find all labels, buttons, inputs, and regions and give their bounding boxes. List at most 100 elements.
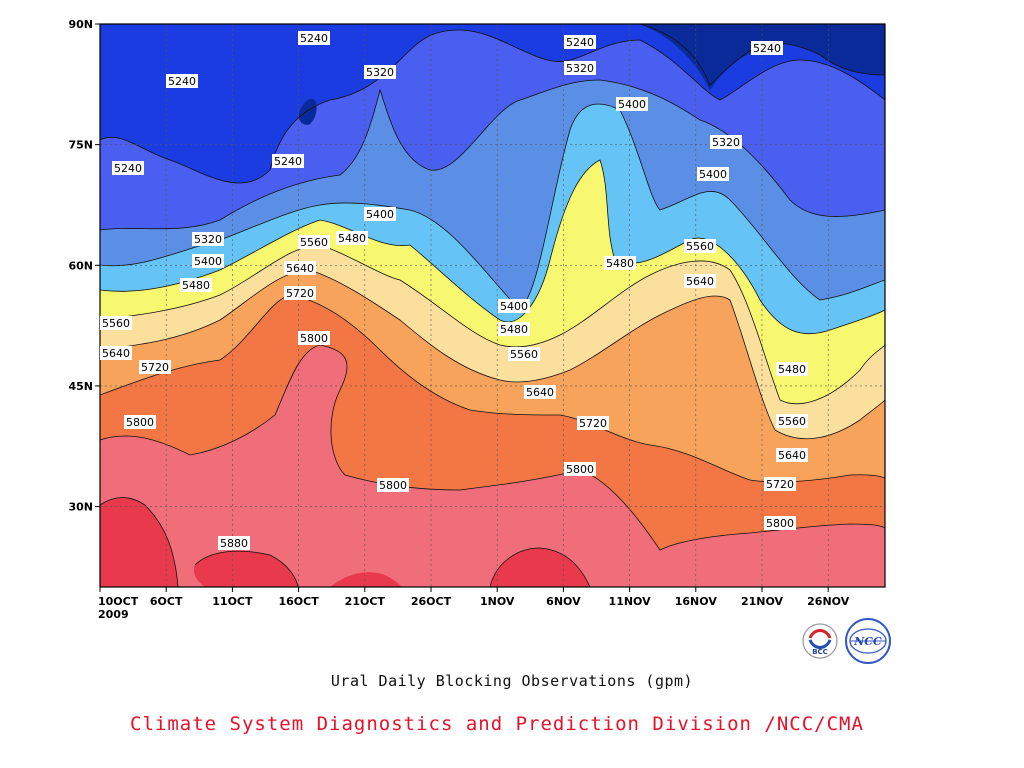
contour-label: 5720: [139, 360, 171, 374]
contour-label: 5720: [764, 477, 796, 491]
contour-label: 5240: [564, 35, 596, 49]
band-dark-patch-center: [298, 98, 317, 125]
svg-text:5800: 5800: [379, 479, 407, 492]
contour-label: 5240: [298, 31, 330, 45]
y-tick-label: 30N: [68, 501, 93, 514]
contour-label: 5720: [284, 286, 316, 300]
x-tick-label: 16OCT: [278, 595, 319, 608]
svg-text:5400: 5400: [618, 98, 646, 111]
x-tick-label: 11OCT: [212, 595, 253, 608]
svg-text:5240: 5240: [300, 32, 328, 45]
contour-label: 5640: [776, 448, 808, 462]
plot-frame: [99, 23, 886, 588]
x-axis: 10OCT 6OCT 11OCT 16OCT 21OCT 26OCT 1NOV 6NOV 11N…: [98, 587, 850, 608]
svg-text:5720: 5720: [141, 361, 169, 374]
svg-text:5480: 5480: [500, 323, 528, 336]
chart-title: Ural Daily Blocking Observations (gpm): [330, 672, 694, 690]
svg-text:5800: 5800: [766, 517, 794, 530]
svg-text:5480: 5480: [182, 279, 210, 292]
contour-label: 5240: [751, 41, 783, 55]
svg-text:5640: 5640: [778, 449, 806, 462]
svg-text:5480: 5480: [338, 232, 366, 245]
contour-label: 5320: [192, 232, 224, 246]
svg-text:5880: 5880: [220, 537, 248, 550]
svg-text:5800: 5800: [566, 463, 594, 476]
contour-label: 5880: [218, 536, 250, 550]
x-tick-label: 21OCT: [345, 595, 386, 608]
svg-text:5240: 5240: [753, 42, 781, 55]
contour-label: 5560: [684, 239, 716, 253]
y-tick-label: 75N: [68, 139, 93, 152]
contour-label: 5400: [616, 97, 648, 111]
contour-label: 5240: [272, 154, 304, 168]
svg-text:5240: 5240: [168, 75, 196, 88]
contour-label: 5400: [364, 207, 396, 221]
contour-label: 5560: [298, 235, 330, 249]
y-tick-label: 45N: [68, 380, 93, 393]
contour-label: 5480: [180, 278, 212, 292]
contour-label: 5800: [564, 462, 596, 476]
svg-text:5240: 5240: [114, 162, 142, 175]
contour-label: 5480: [776, 362, 808, 376]
svg-text:5720: 5720: [286, 287, 314, 300]
svg-text:5640: 5640: [286, 262, 314, 275]
contour-label: 5320: [364, 65, 396, 79]
svg-text:5560: 5560: [778, 415, 806, 428]
svg-text:5480: 5480: [778, 363, 806, 376]
contour-label: 5640: [100, 346, 132, 360]
contour-label: 5640: [284, 261, 316, 275]
svg-text:5400: 5400: [699, 168, 727, 181]
contour-label: 5480: [336, 231, 368, 245]
x-year-label: 2009: [98, 608, 129, 621]
svg-text:5640: 5640: [526, 386, 554, 399]
contour-label: 5640: [684, 274, 716, 288]
x-tick-label: 1NOV: [480, 595, 515, 608]
contour-labels: 5240 5240 5240 5240 5240 5240 5320 5320 5320 5320…: [100, 31, 808, 550]
credit-line: Climate System Diagnostics and Predictio…: [130, 713, 864, 735]
svg-text:5560: 5560: [300, 236, 328, 249]
svg-text:5800: 5800: [300, 332, 328, 345]
x-tick-label: 6NOV: [546, 595, 581, 608]
contour-label: 5400: [697, 167, 729, 181]
x-tick-label: 26NOV: [807, 595, 850, 608]
x-tick-label: 10OCT: [98, 595, 139, 608]
x-tick-label: 21NOV: [741, 595, 784, 608]
grid-lines: [100, 24, 885, 587]
contour-label: 5400: [498, 299, 530, 313]
contour-label: 5720: [577, 416, 609, 430]
x-tick-label: 16NOV: [675, 595, 718, 608]
svg-text:5560: 5560: [510, 348, 538, 361]
svg-text:5400: 5400: [194, 255, 222, 268]
svg-text:5320: 5320: [194, 233, 222, 246]
bcc-logo: BCC: [802, 623, 838, 659]
y-tick-label: 60N: [68, 259, 93, 272]
contour-label: 5800: [377, 478, 409, 492]
ncc-logo: NCC: [845, 618, 891, 664]
contour-fill-layer: [100, 24, 885, 587]
svg-text:5800: 5800: [126, 416, 154, 429]
svg-text:NCC: NCC: [853, 635, 882, 648]
contour-label: 5800: [298, 331, 330, 345]
svg-text:5320: 5320: [366, 66, 394, 79]
contour-label: 5320: [564, 61, 596, 75]
svg-text:5720: 5720: [579, 417, 607, 430]
svg-text:5400: 5400: [366, 208, 394, 221]
band-gt-5880-b: [193, 551, 298, 587]
svg-text:5640: 5640: [102, 347, 130, 360]
contour-label: 5480: [498, 322, 530, 336]
contour-label: 5240: [166, 74, 198, 88]
svg-text:5560: 5560: [102, 317, 130, 330]
contour-label: 5560: [776, 414, 808, 428]
band-gt-5880-a: [100, 497, 178, 587]
svg-text:5240: 5240: [274, 155, 302, 168]
svg-text:5720: 5720: [766, 478, 794, 491]
band-5880: [100, 345, 885, 587]
band-dark-patch-ne: [640, 24, 885, 85]
svg-text:5240: 5240: [566, 36, 594, 49]
contour-label: 5400: [192, 254, 224, 268]
svg-text:5320: 5320: [566, 62, 594, 75]
svg-text:5560: 5560: [686, 240, 714, 253]
contour-label: 5560: [508, 347, 540, 361]
svg-text:5400: 5400: [500, 300, 528, 313]
